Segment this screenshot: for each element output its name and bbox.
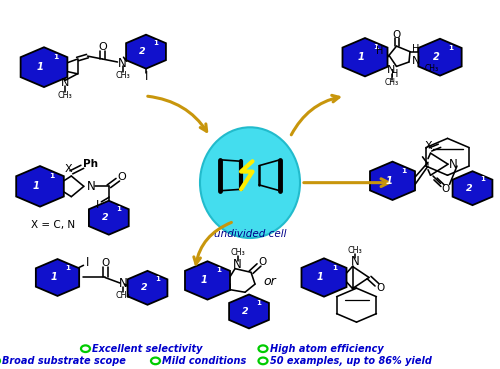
- Text: N: N: [118, 276, 128, 290]
- Text: 1: 1: [49, 173, 54, 179]
- Text: N: N: [350, 255, 360, 268]
- Text: N: N: [412, 56, 420, 66]
- Polygon shape: [302, 258, 346, 297]
- Text: 1: 1: [358, 52, 364, 62]
- Text: CH₃: CH₃: [116, 291, 130, 300]
- Text: 1: 1: [480, 176, 484, 182]
- Text: O: O: [258, 257, 266, 267]
- Text: O: O: [102, 258, 110, 269]
- Text: 50 examples, up to 86% yield: 50 examples, up to 86% yield: [270, 356, 432, 366]
- Text: N: N: [233, 258, 242, 271]
- Text: 2: 2: [140, 283, 147, 292]
- Text: O: O: [392, 30, 400, 40]
- Polygon shape: [128, 271, 168, 305]
- Polygon shape: [452, 171, 492, 205]
- Text: CH₃: CH₃: [230, 248, 245, 257]
- Text: CH₃: CH₃: [348, 246, 362, 255]
- Text: undivided cell: undivided cell: [214, 229, 286, 239]
- Text: X: X: [65, 164, 72, 175]
- Polygon shape: [370, 162, 415, 200]
- Text: 1: 1: [66, 265, 70, 271]
- Text: N: N: [61, 78, 69, 88]
- Text: CH₃: CH₃: [115, 71, 130, 80]
- Text: H: H: [376, 46, 384, 56]
- Text: 1: 1: [200, 275, 207, 286]
- Text: 1: 1: [256, 300, 261, 306]
- Polygon shape: [36, 259, 79, 296]
- Text: I: I: [145, 70, 148, 83]
- Text: 1: 1: [385, 176, 392, 186]
- Polygon shape: [418, 39, 462, 76]
- Text: O: O: [376, 283, 384, 293]
- Text: 1: 1: [116, 206, 121, 212]
- Text: I: I: [86, 256, 89, 269]
- Text: O: O: [98, 42, 107, 52]
- Polygon shape: [342, 38, 388, 76]
- Text: 1: 1: [154, 276, 160, 282]
- Polygon shape: [89, 201, 128, 235]
- Text: 1: 1: [50, 272, 57, 283]
- Text: I: I: [96, 200, 100, 210]
- Text: 1: 1: [448, 45, 453, 51]
- Text: 2: 2: [102, 213, 108, 222]
- Text: O: O: [118, 172, 126, 182]
- Text: CH₃: CH₃: [425, 64, 439, 73]
- Text: Ph: Ph: [83, 159, 98, 169]
- Text: 2: 2: [466, 184, 472, 193]
- Text: 1: 1: [316, 272, 324, 283]
- Text: 1: 1: [52, 54, 58, 60]
- Text: H: H: [391, 69, 398, 79]
- Text: O: O: [442, 183, 450, 194]
- Text: Broad substrate scope: Broad substrate scope: [2, 356, 126, 366]
- Text: 1: 1: [32, 181, 40, 192]
- Text: N: N: [118, 56, 127, 70]
- Polygon shape: [229, 294, 269, 328]
- Text: H: H: [412, 44, 420, 54]
- Text: N: N: [388, 65, 396, 75]
- Text: 1: 1: [332, 265, 338, 270]
- Text: X: X: [424, 141, 432, 152]
- Text: CH₃: CH₃: [58, 91, 72, 100]
- Text: 2: 2: [242, 307, 249, 316]
- Polygon shape: [126, 35, 166, 69]
- Text: or: or: [264, 275, 276, 288]
- Polygon shape: [20, 47, 68, 87]
- Text: 1: 1: [153, 40, 158, 46]
- Text: 1: 1: [401, 168, 406, 174]
- Text: X = C, N: X = C, N: [31, 220, 75, 230]
- Text: Excellent selectivity: Excellent selectivity: [92, 344, 203, 354]
- Text: 2: 2: [139, 47, 146, 56]
- Polygon shape: [16, 166, 64, 207]
- Text: CH₃: CH₃: [384, 78, 398, 87]
- Text: 2: 2: [433, 52, 440, 62]
- Text: N: N: [448, 158, 458, 171]
- Text: 1: 1: [374, 44, 378, 50]
- Text: High atom efficiency: High atom efficiency: [270, 344, 384, 354]
- Polygon shape: [185, 261, 230, 300]
- Text: 1: 1: [216, 268, 221, 273]
- Text: Mild conditions: Mild conditions: [162, 356, 247, 366]
- Text: N: N: [86, 180, 95, 193]
- Ellipse shape: [200, 127, 300, 238]
- Text: 1: 1: [36, 62, 44, 72]
